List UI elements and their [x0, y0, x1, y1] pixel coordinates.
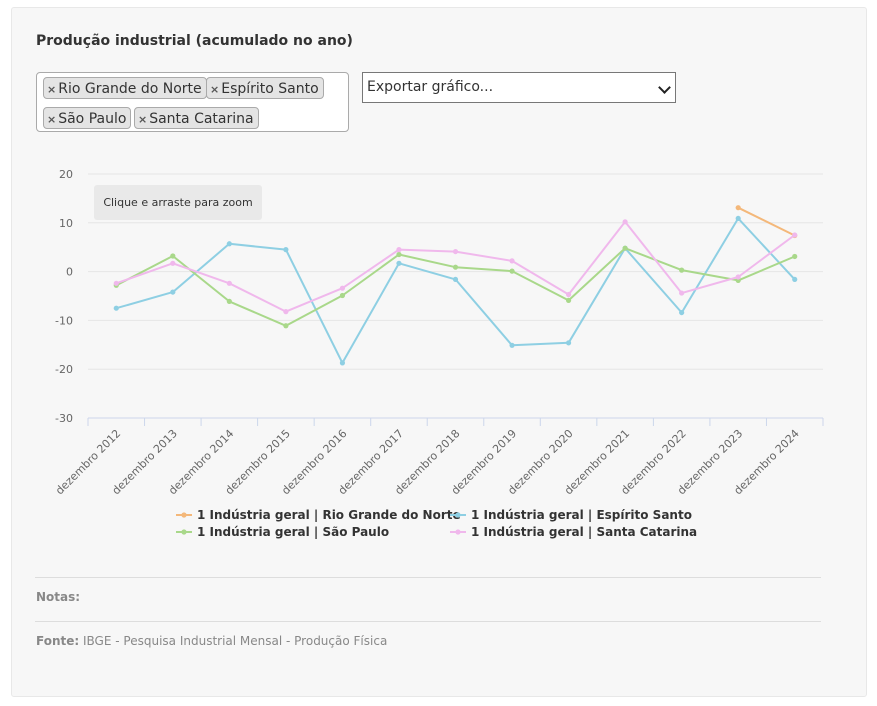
y-tick-label: 10 — [59, 217, 73, 230]
data-point — [170, 289, 176, 295]
data-point — [509, 342, 515, 348]
y-tick-label: -20 — [55, 363, 73, 376]
data-point — [226, 241, 232, 247]
remove-tag-icon[interactable]: × — [47, 113, 57, 126]
data-point — [452, 248, 459, 255]
data-point — [396, 260, 402, 266]
series-3 — [113, 219, 798, 315]
state-tag-label: Espírito Santo — [221, 81, 319, 97]
export-chart-select[interactable]: Exportar gráfico... — [362, 72, 676, 103]
data-point — [170, 253, 176, 259]
data-point — [679, 309, 685, 316]
state-multiselect[interactable]: × Rio Grande do Norte × Espírito Santo × Sã… — [36, 72, 349, 132]
data-point — [509, 268, 515, 274]
notes-label: Notas: — [36, 590, 81, 604]
data-point — [339, 285, 346, 291]
state-tag[interactable]: × Santa Catarina — [134, 107, 259, 129]
state-tag[interactable]: × Espírito Santo — [206, 77, 324, 99]
zoom-hint-text: Clique e arraste para zoom — [103, 196, 252, 209]
data-point — [339, 292, 346, 299]
data-point — [735, 205, 741, 211]
legend-label: 1 Indústria geral | Espírito Santo — [471, 508, 692, 522]
data-point — [452, 264, 459, 270]
data-point — [679, 290, 685, 296]
chart-title: Produção industrial (acumulado no ano) — [36, 33, 353, 49]
data-point — [565, 297, 572, 303]
y-tick-label: -30 — [55, 412, 73, 425]
data-point — [170, 260, 176, 266]
source-line: Fonte: IBGE - Pesquisa Industrial Mensal… — [36, 634, 387, 648]
state-tag-label: São Paulo — [58, 111, 127, 127]
source-label: Fonte: — [36, 634, 80, 648]
series-line — [115, 247, 796, 327]
data-point — [226, 298, 232, 304]
series-0 — [735, 205, 798, 239]
data-point — [339, 360, 346, 366]
data-point — [622, 219, 628, 225]
data-point — [509, 258, 515, 264]
remove-tag-icon[interactable]: × — [47, 83, 57, 96]
data-point — [679, 267, 685, 273]
state-tag-label: Santa Catarina — [149, 111, 254, 127]
data-point — [396, 251, 402, 258]
series-1 — [113, 215, 798, 366]
divider — [35, 621, 821, 622]
remove-tag-icon[interactable]: × — [138, 113, 148, 126]
legend-label: 1 Indústria geral | Santa Catarina — [471, 525, 697, 539]
data-point — [792, 232, 798, 238]
data-point — [283, 247, 289, 253]
state-tag[interactable]: × São Paulo — [43, 107, 132, 129]
legend-item[interactable]: 1 Indústria geral | Santa Catarina — [450, 525, 697, 539]
legend-swatch-marker — [455, 529, 461, 535]
data-point — [283, 323, 289, 329]
legend-label: 1 Indústria geral | Rio Grande do Norte — [197, 508, 461, 522]
data-point — [113, 280, 119, 286]
data-point — [792, 276, 798, 283]
data-point — [283, 309, 289, 315]
legend-label: 1 Indústria geral | São Paulo — [197, 525, 389, 539]
data-point — [452, 276, 459, 283]
data-point — [622, 245, 628, 251]
data-point — [735, 215, 741, 222]
series-2 — [113, 245, 798, 329]
data-point — [226, 280, 232, 286]
series-line — [737, 206, 796, 237]
export-select-value: Exportar gráfico... — [367, 79, 494, 95]
y-tick-label: -10 — [55, 314, 73, 327]
legend-swatch-marker — [181, 512, 187, 518]
data-point — [792, 253, 798, 260]
legend-item[interactable]: 1 Indústria geral | Rio Grande do Norte — [176, 508, 461, 522]
legend-item[interactable]: 1 Indústria geral | São Paulo — [176, 525, 389, 539]
legend-swatch-marker — [181, 529, 187, 535]
data-point — [396, 247, 402, 253]
data-point — [565, 340, 572, 346]
source-text: IBGE - Pesquisa Industrial Mensal - Prod… — [83, 634, 388, 648]
legend-swatch-marker — [455, 512, 461, 518]
divider — [35, 577, 821, 578]
y-tick-label: 0 — [66, 266, 73, 279]
y-tick-label: 20 — [59, 168, 73, 181]
zoom-hint-box — [94, 185, 262, 220]
data-point — [113, 305, 119, 311]
data-point — [565, 291, 572, 298]
state-tag-label: Rio Grande do Norte — [58, 81, 202, 97]
data-point — [735, 274, 741, 280]
remove-tag-icon[interactable]: × — [210, 83, 220, 96]
legend-item[interactable]: 1 Indústria geral | Espírito Santo — [450, 508, 692, 522]
